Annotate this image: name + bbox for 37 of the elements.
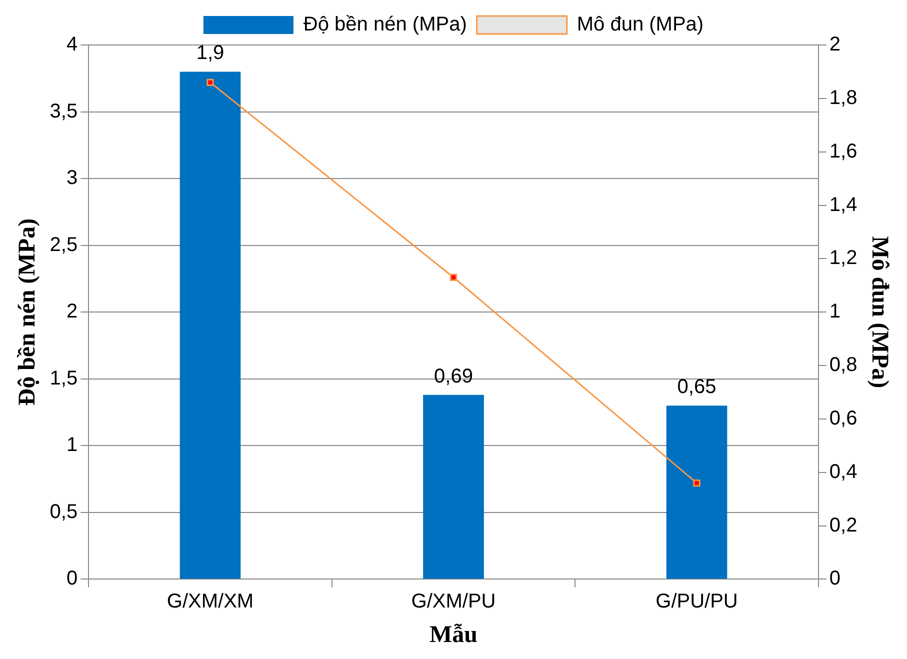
y2-tick-label: 1,2 bbox=[829, 247, 858, 270]
x-axis-title: Mẫu bbox=[430, 622, 478, 648]
y-tick-label: 2,5 bbox=[50, 234, 78, 256]
bar bbox=[423, 394, 484, 579]
y-tick-label: 0,5 bbox=[50, 500, 78, 523]
data-label: 0,65 bbox=[677, 376, 716, 398]
y2-tick-label: 1,6 bbox=[829, 140, 858, 162]
y2-tick-label: 0 bbox=[829, 568, 841, 590]
y2-tick-label: 1,8 bbox=[829, 86, 858, 109]
y2-tick-label: 0,4 bbox=[829, 460, 858, 483]
y2-tick-label: 1,4 bbox=[829, 194, 858, 216]
point bbox=[206, 78, 214, 86]
bar bbox=[666, 406, 728, 579]
y-axis-title: Độ bền nén (MPa) bbox=[14, 218, 41, 406]
y2-tick-label: 0,6 bbox=[829, 407, 858, 430]
bar bbox=[180, 72, 241, 579]
y2-tick-label: 0,2 bbox=[829, 514, 858, 536]
y-tick-label: 1,5 bbox=[50, 367, 78, 390]
y2-tick-label: 1 bbox=[829, 300, 841, 323]
y-tick-label: 1 bbox=[66, 434, 78, 456]
y2-axis-title: Mô đun (MPa) bbox=[866, 236, 892, 388]
legend-label: Độ bền nén (MPa) bbox=[303, 14, 467, 36]
y-tick-label: 3,5 bbox=[50, 100, 78, 122]
y-tick-label: 3 bbox=[66, 167, 78, 190]
x-tick-label: G/XM/XM bbox=[166, 590, 254, 613]
x-tick-label: G/XM/PU bbox=[411, 590, 496, 613]
y-tick-label: 0 bbox=[66, 568, 78, 590]
y-tick-label: 2 bbox=[66, 300, 78, 323]
legend-label: Mô đun (MPa) bbox=[576, 14, 704, 36]
x-tick-label: G/PU/PU bbox=[656, 590, 738, 613]
y2-tick-label: 2 bbox=[829, 34, 841, 56]
y2-tick-label: 0,8 bbox=[829, 354, 858, 376]
point bbox=[450, 274, 458, 281]
y-tick-label: 4 bbox=[66, 34, 78, 56]
data-label: 0,69 bbox=[434, 365, 473, 388]
data-label: 1,9 bbox=[196, 42, 224, 64]
point bbox=[693, 479, 700, 487]
